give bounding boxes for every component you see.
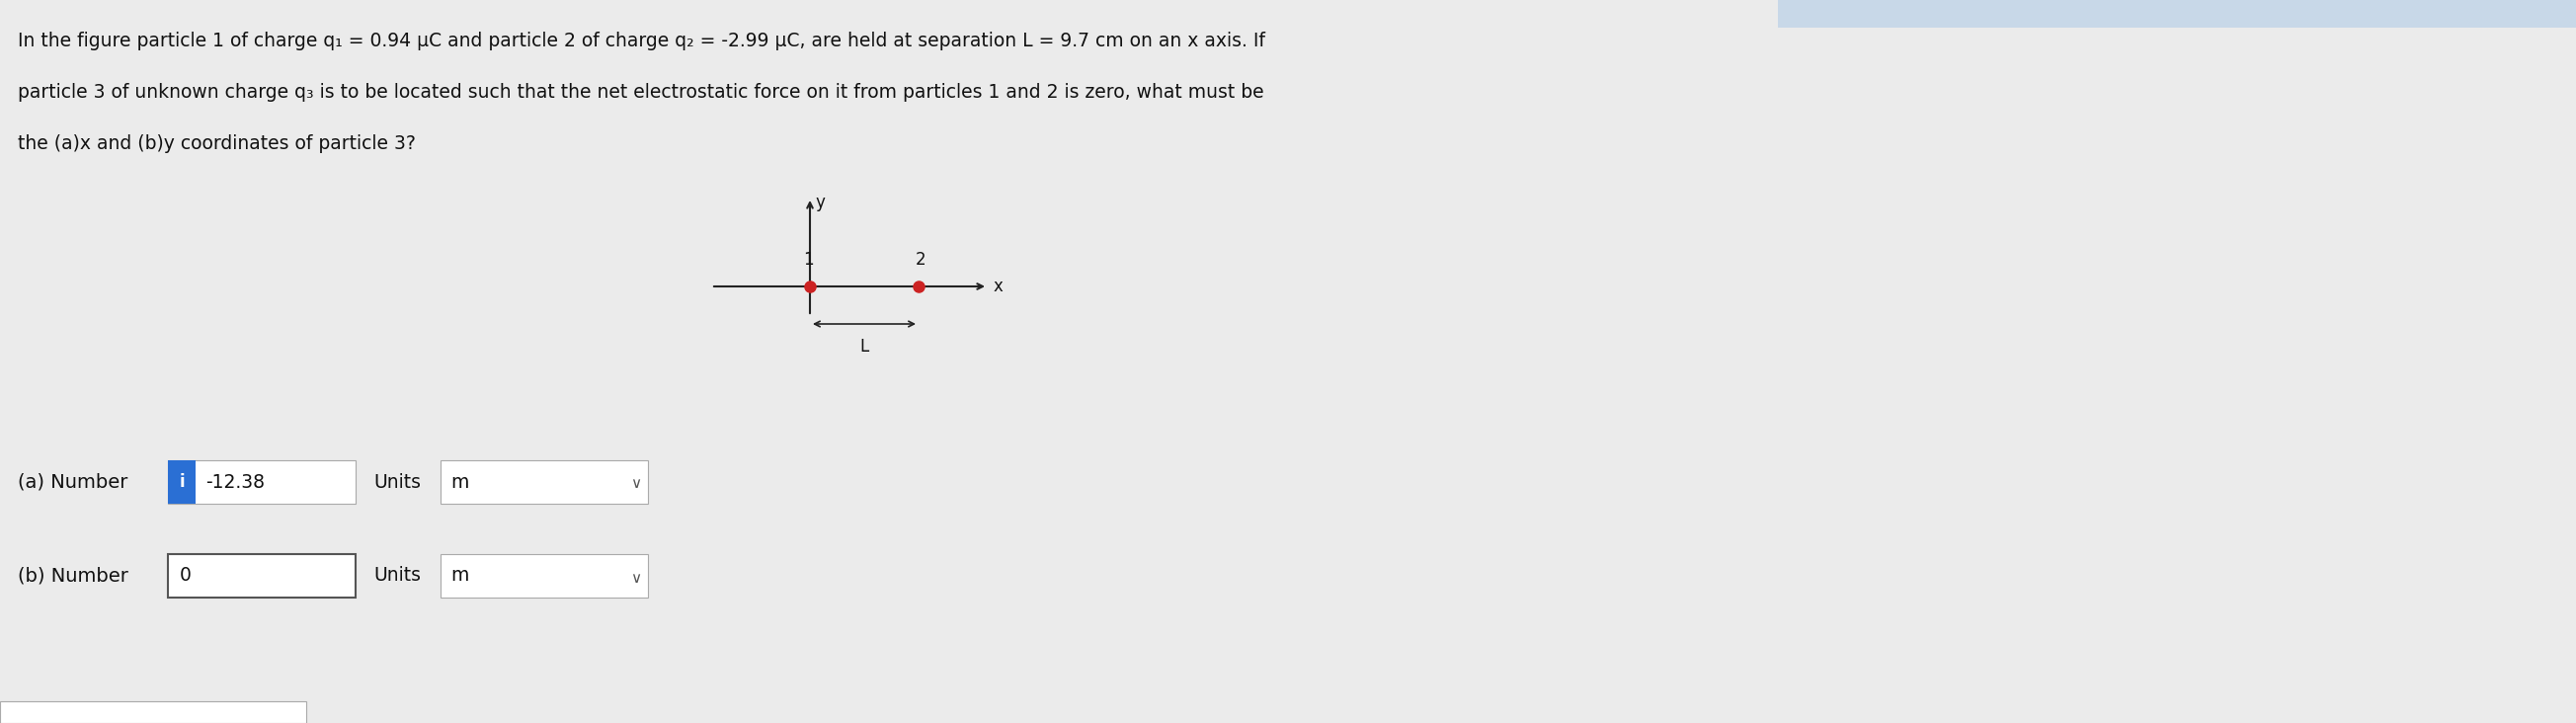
- Text: y: y: [814, 194, 824, 211]
- Bar: [1777, 0, 2576, 27]
- Bar: [440, 554, 649, 598]
- Bar: [0, 701, 307, 723]
- Text: particle 3 of unknown charge q₃ is to be located such that the net electrostatic: particle 3 of unknown charge q₃ is to be…: [18, 83, 1265, 102]
- Text: L: L: [860, 338, 868, 356]
- Bar: [440, 461, 649, 504]
- Bar: [167, 554, 355, 598]
- Text: x: x: [994, 278, 1005, 295]
- Text: In the figure particle 1 of charge q₁ = 0.94 μC and particle 2 of charge q₂ = -2: In the figure particle 1 of charge q₁ = …: [18, 32, 1265, 51]
- Text: the (a)x and (b)y coordinates of particle 3?: the (a)x and (b)y coordinates of particl…: [18, 134, 415, 153]
- Text: 2: 2: [914, 251, 925, 269]
- Text: ∨: ∨: [631, 476, 641, 492]
- Text: Units: Units: [374, 473, 420, 492]
- Text: m: m: [451, 566, 469, 585]
- Bar: [167, 461, 196, 504]
- Text: (a) Number: (a) Number: [18, 473, 129, 492]
- Text: Units: Units: [374, 566, 420, 585]
- Text: -12.38: -12.38: [206, 473, 265, 492]
- Text: m: m: [451, 473, 469, 492]
- Bar: [167, 461, 355, 504]
- Text: 0: 0: [180, 566, 191, 585]
- Text: ∨: ∨: [631, 570, 641, 585]
- Text: (b) Number: (b) Number: [18, 566, 129, 585]
- Text: i: i: [178, 473, 185, 491]
- Text: 1: 1: [804, 251, 814, 269]
